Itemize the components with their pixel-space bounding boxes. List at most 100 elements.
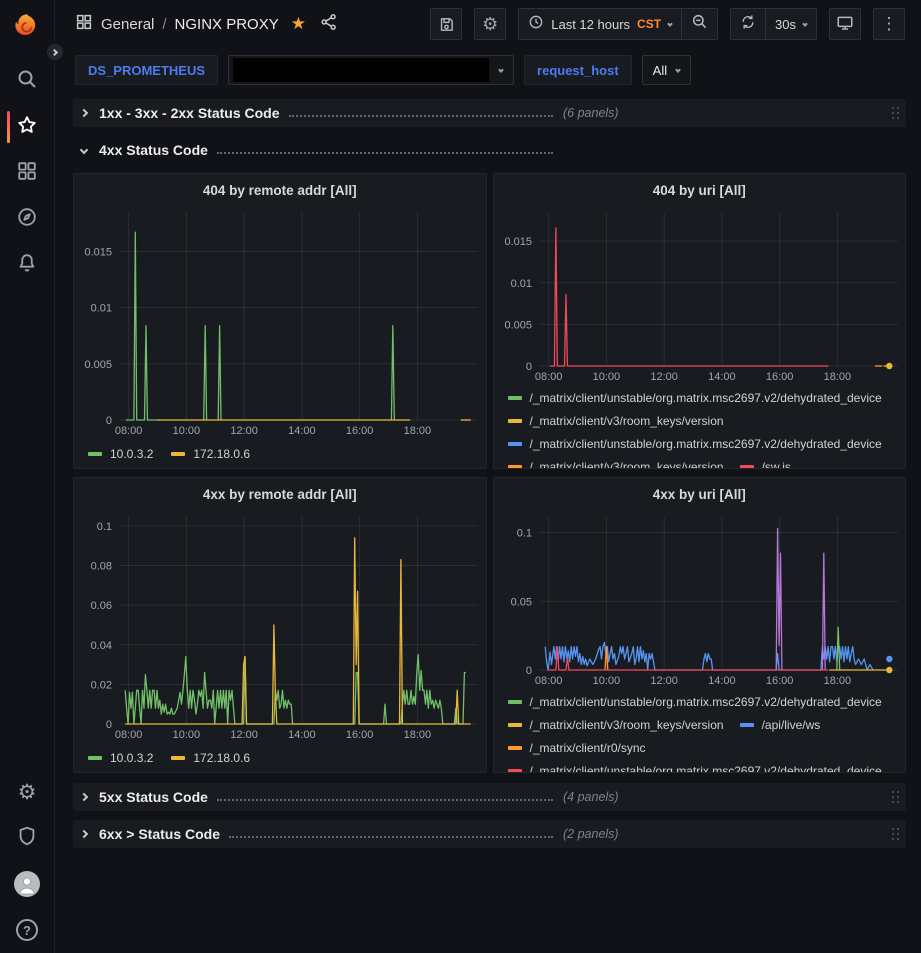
sidebar-expand-button[interactable] — [44, 41, 66, 63]
legend-label: /sw.js — [761, 459, 791, 469]
panel-grid: 404 by remote addr [All] 08:00 10:00 12:00… — [73, 173, 906, 773]
legend-item[interactable]: /_matrix/client/v3/room_keys/version — [507, 414, 724, 428]
legend-item[interactable]: /_matrix/client/r0/sync — [507, 740, 646, 755]
svg-text:0.05: 0.05 — [510, 596, 531, 608]
panel-header[interactable]: 4xx by remote addr [All] — [74, 478, 486, 510]
row-panel-count: (2 panels) — [563, 827, 619, 841]
search-icon — [16, 68, 38, 95]
refresh-interval-picker[interactable]: 30s — [765, 9, 816, 39]
dashboard-settings-button[interactable]: ⚙ — [474, 8, 507, 40]
legend-swatch — [88, 756, 102, 760]
svg-text:14:00: 14:00 — [288, 425, 316, 437]
legend-label: 172.18.0.6 — [193, 447, 251, 461]
time-picker-group: Last 12 hours CST — [518, 8, 719, 40]
svg-text:18:00: 18:00 — [823, 371, 851, 383]
timeseries-chart[interactable]: 08:00 10:00 12:00 14:00 16:00 18:00 0 0.05 0.1 — [494, 510, 906, 688]
row-6xx[interactable]: 6xx > Status Code (2 panels) — [73, 820, 906, 848]
legend-item[interactable]: /_matrix/client/unstable/org.matrix.msc2… — [507, 695, 882, 709]
sidebar: ⚙ ? — [0, 0, 55, 953]
legend-item[interactable]: /_matrix/client/unstable/org.matrix.msc2… — [507, 763, 882, 773]
svg-text:08:00: 08:00 — [115, 425, 143, 437]
grafana-logo[interactable] — [13, 12, 41, 40]
panel-title: 404 by remote addr [All] — [202, 182, 357, 198]
variable-dropdown-ds-prometheus[interactable] — [228, 55, 515, 85]
refresh-button[interactable] — [731, 9, 765, 39]
sidebar-item-profile[interactable] — [0, 861, 55, 907]
legend-swatch — [507, 699, 522, 704]
avatar — [14, 871, 40, 897]
row-1xx-3xx-2xx[interactable]: 1xx - 3xx - 2xx Status Code (6 panels) — [73, 99, 906, 127]
kebab-menu-button[interactable]: ⋮ — [873, 8, 905, 40]
time-range-picker[interactable]: Last 12 hours CST — [519, 9, 681, 39]
legend-item[interactable]: 172.18.0.6 — [171, 447, 250, 461]
share-icon[interactable] — [320, 13, 338, 36]
timeseries-chart[interactable]: 08:00 10:00 12:00 14:00 16:00 18:00 0 0.005 0.01… — [74, 206, 486, 438]
legend-item[interactable]: /_matrix/client/v3/room_keys/version — [507, 718, 724, 732]
save-dashboard-button[interactable] — [430, 8, 463, 40]
panel-header[interactable]: 404 by remote addr [All] — [74, 174, 486, 206]
legend-item[interactable]: /_matrix/client/unstable/org.matrix.msc2… — [507, 390, 882, 405]
favorite-star-icon[interactable]: ★ — [290, 14, 306, 33]
svg-text:0.015: 0.015 — [84, 246, 112, 258]
row-drag-handle[interactable] — [891, 790, 900, 804]
legend-label: /_matrix/client/unstable/org.matrix.msc2… — [529, 390, 882, 405]
breadcrumb-folder[interactable]: General — [101, 15, 155, 33]
panel-header[interactable]: 404 by uri [All] — [494, 174, 906, 206]
legend-item[interactable]: 10.0.3.2 — [88, 751, 153, 765]
toolbar: ⚙ Last 12 hours CST — [430, 8, 905, 40]
svg-text:10:00: 10:00 — [173, 425, 201, 437]
dashboard-panel: 4xx by uri [All] 08:00 10:00 12:00 14:00 16:… — [492, 477, 906, 773]
panel-title: 404 by uri [All] — [652, 182, 746, 198]
legend-item[interactable]: 10.0.3.2 — [88, 447, 153, 461]
chevron-right-icon — [79, 792, 89, 802]
svg-text:0: 0 — [525, 665, 531, 677]
sidebar-item-server-admin[interactable] — [0, 815, 55, 861]
legend-item[interactable]: 172.18.0.6 — [171, 751, 250, 765]
svg-text:0.005: 0.005 — [504, 319, 532, 331]
legend-label: /_matrix/client/unstable/org.matrix.msc2… — [529, 436, 882, 451]
dotted-leader — [229, 835, 553, 838]
panel-legend: /_matrix/client/unstable/org.matrix.msc2… — [494, 688, 906, 772]
legend-item[interactable]: /_matrix/client/v3/room_keys/version — [507, 460, 724, 468]
svg-text:16:00: 16:00 — [346, 729, 374, 741]
legend-item[interactable]: /api/live/ws — [739, 718, 820, 732]
svg-text:0: 0 — [525, 361, 531, 373]
timeseries-chart[interactable]: 08:00 10:00 12:00 14:00 16:00 18:00 0 0.005 0.01… — [494, 206, 906, 384]
legend-label: /_matrix/client/r0/sync — [529, 740, 646, 755]
svg-text:16:00: 16:00 — [346, 425, 374, 437]
legend-label: /_matrix/client/unstable/org.matrix.msc2… — [529, 763, 882, 773]
row-drag-handle[interactable] — [891, 106, 900, 120]
tv-mode-button[interactable] — [829, 8, 861, 40]
variable-dropdown-request-host[interactable]: All — [641, 55, 692, 85]
chevron-right-icon — [79, 108, 89, 118]
svg-text:0: 0 — [106, 415, 112, 427]
variable-label-request-host: request_host — [524, 55, 632, 85]
dashboard-panel: 404 by uri [All] 08:00 10:00 12:00 14:00 16:… — [492, 173, 906, 469]
row-5xx[interactable]: 5xx Status Code (4 panels) — [73, 783, 906, 811]
sidebar-item-starred[interactable] — [0, 104, 55, 150]
sidebar-item-alerting[interactable] — [0, 242, 55, 288]
row-4xx[interactable]: 4xx Status Code — [73, 136, 906, 164]
svg-text:0.01: 0.01 — [91, 303, 112, 315]
legend-item[interactable]: /sw.js — [739, 459, 791, 469]
legend-swatch — [507, 768, 522, 772]
sidebar-item-explore[interactable] — [0, 196, 55, 242]
timeseries-chart[interactable]: 08:00 10:00 12:00 14:00 16:00 18:00 0 0.02 0.04 0… — [74, 510, 486, 742]
panel-title: 4xx by remote addr [All] — [202, 486, 357, 502]
sidebar-item-dashboards[interactable] — [0, 150, 55, 196]
variables-bar: DS_PROMETHEUS request_host All — [56, 48, 921, 93]
sidebar-item-search[interactable] — [0, 58, 55, 104]
legend-swatch — [739, 464, 754, 468]
svg-text:18:00: 18:00 — [404, 729, 432, 741]
panel-header[interactable]: 4xx by uri [All] — [494, 478, 906, 510]
row-drag-handle[interactable] — [891, 827, 900, 841]
sidebar-item-help[interactable]: ? — [0, 907, 55, 953]
zoom-out-button[interactable] — [681, 9, 717, 39]
dashboards-breadcrumb-icon[interactable] — [75, 13, 93, 36]
sidebar-item-configuration[interactable]: ⚙ — [0, 769, 55, 815]
chevron-right-icon — [79, 829, 89, 839]
variable-value: All — [652, 62, 668, 78]
breadcrumb-dashboard-title[interactable]: NGINX PROXY — [174, 15, 279, 33]
legend-item[interactable]: /_matrix/client/unstable/org.matrix.msc2… — [507, 436, 882, 451]
svg-text:0.01: 0.01 — [510, 278, 531, 290]
